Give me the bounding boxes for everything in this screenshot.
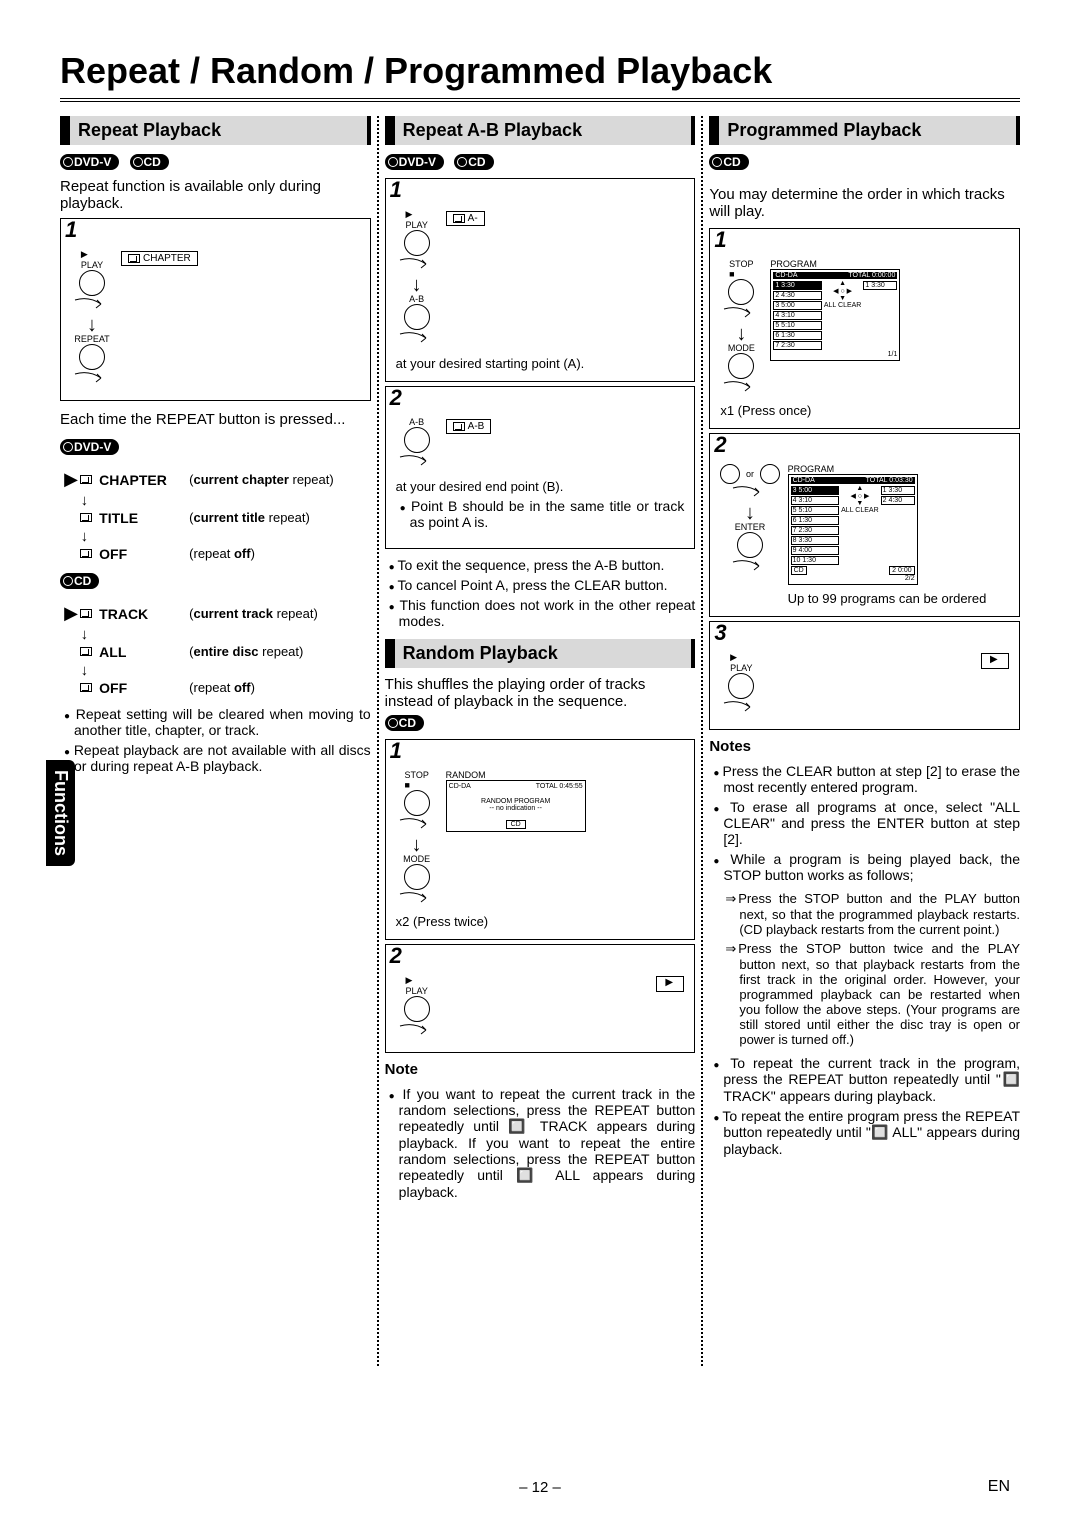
random-intro: This shuffles the playing order of track… — [385, 676, 696, 710]
column-divider — [701, 116, 703, 1366]
enter-button[interactable] — [737, 532, 763, 558]
columns: Repeat Playback DVD-V CD Repeat function… — [60, 116, 1020, 1366]
play-osd-icon — [656, 976, 684, 992]
repeat-intro: Repeat function is available only during… — [60, 178, 371, 212]
lang-label: EN — [988, 1478, 1010, 1496]
note-heading: Note — [385, 1061, 696, 1078]
cd-badge: CD — [709, 154, 748, 170]
stop-subnote: Press the STOP button and the PLAY butto… — [725, 891, 1020, 937]
header-repeat: Repeat Playback — [60, 116, 371, 145]
stop-button[interactable] — [728, 279, 754, 305]
cd-repeat-list: ▶ TRACK(current track repeat) ↓ ALL(enti… — [64, 603, 371, 696]
col-repeat: Repeat Playback DVD-V CD Repeat function… — [60, 116, 371, 1366]
col-programmed: Programmed Playback CD You may determine… — [709, 116, 1020, 1366]
header-random: Random Playback — [385, 639, 696, 668]
page-title: Repeat / Random / Programmed Playback — [60, 50, 1020, 102]
cd-badge: CD — [454, 154, 493, 170]
ab-step1: 1 ▶PLAY ↓ A-B A- at your desired startin… — [385, 178, 696, 382]
cd-badge: CD — [60, 573, 99, 589]
programmed-notes: Press the CLEAR button at step [2] to er… — [713, 763, 1020, 883]
play-button[interactable] — [728, 673, 754, 699]
page-number: – 12 – — [0, 1479, 1080, 1496]
program-panel: CD-DATOTAL 0:00:00 1 3:30 2 4:30 3 5:00 … — [770, 269, 900, 361]
down-button[interactable] — [760, 464, 780, 484]
ab-notes: To exit the sequence, press the A-B butt… — [389, 557, 696, 629]
ab-button[interactable] — [404, 427, 430, 453]
repeat-label: REPEAT — [74, 334, 109, 344]
stop-button[interactable] — [404, 790, 430, 816]
mode-button[interactable] — [404, 864, 430, 890]
play-button[interactable] — [404, 996, 430, 1022]
play-label: ▶PLAY — [81, 249, 103, 270]
program-panel: CD-DATOTAL 0:03:30 3 5:00 4 3:10 5 5:10 … — [788, 474, 918, 585]
header-ab: Repeat A-B Playback — [385, 116, 696, 145]
up-button[interactable] — [720, 464, 740, 484]
prog-step2: 2 or ↓ ENTER PROGRAM — [709, 433, 1020, 617]
col-ab-random: Repeat A-B Playback DVD-V CD 1 ▶PLAY ↓ A… — [385, 116, 696, 1366]
dvd-badge: DVD-V — [385, 154, 444, 170]
random-step2: 2 ▶PLAY — [385, 944, 696, 1053]
repeat-button[interactable] — [79, 344, 105, 370]
play-button[interactable] — [79, 270, 105, 296]
dvd-badge: DVD-V — [60, 439, 119, 455]
dvd-repeat-list: ▶ CHAPTER(current chapter repeat) ↓ TITL… — [64, 469, 371, 562]
cd-badge: CD — [385, 715, 424, 731]
arrow-icon: ↓ — [87, 318, 97, 332]
random-note: If you want to repeat the current track … — [389, 1086, 696, 1200]
step-number: 1 — [65, 217, 77, 243]
prog-step1: 1 STOP■ ↓ MODE PROGRAM CD-DATOTAL 0:00:0… — [709, 228, 1020, 429]
hand-icon — [71, 370, 113, 390]
ab-button[interactable] — [404, 304, 430, 330]
header-programmed: Programmed Playback — [709, 116, 1020, 145]
repeat-step1: 1 ▶PLAY ↓ REPEAT CHAPTER — [60, 218, 371, 401]
repeat-notes: Repeat setting will be cleared when movi… — [64, 706, 371, 774]
prog-step3: 3 ▶PLAY — [709, 621, 1020, 730]
stop-subnote: Press the STOP button twice and the PLAY… — [725, 941, 1020, 1047]
random-step1: 1 STOP■ ↓ MODE RANDOM CD-DATOTAL 0:45:55… — [385, 739, 696, 940]
programmed-intro: You may determine the order in which tra… — [709, 186, 1020, 220]
sidebar-tab: Functions — [46, 760, 75, 866]
programmed-notes-cont: To repeat the current track in the progr… — [713, 1055, 1020, 1157]
repeat-after: Each time the REPEAT button is pressed..… — [60, 411, 371, 428]
hand-icon — [71, 296, 113, 316]
play-button[interactable] — [404, 230, 430, 256]
mode-button[interactable] — [728, 353, 754, 379]
play-osd-icon — [981, 653, 1009, 669]
notes-heading: Notes — [709, 738, 1020, 755]
osd-chapter: CHAPTER — [121, 251, 198, 266]
dvd-badge: DVD-V — [60, 154, 119, 170]
random-osd-panel: CD-DATOTAL 0:45:55 RANDOM PROGRAM -- no … — [446, 780, 586, 832]
column-divider — [377, 116, 379, 1366]
cd-badge: CD — [130, 154, 169, 170]
ab-step2: 2 A-B A-B at your desired end point (B).… — [385, 386, 696, 549]
